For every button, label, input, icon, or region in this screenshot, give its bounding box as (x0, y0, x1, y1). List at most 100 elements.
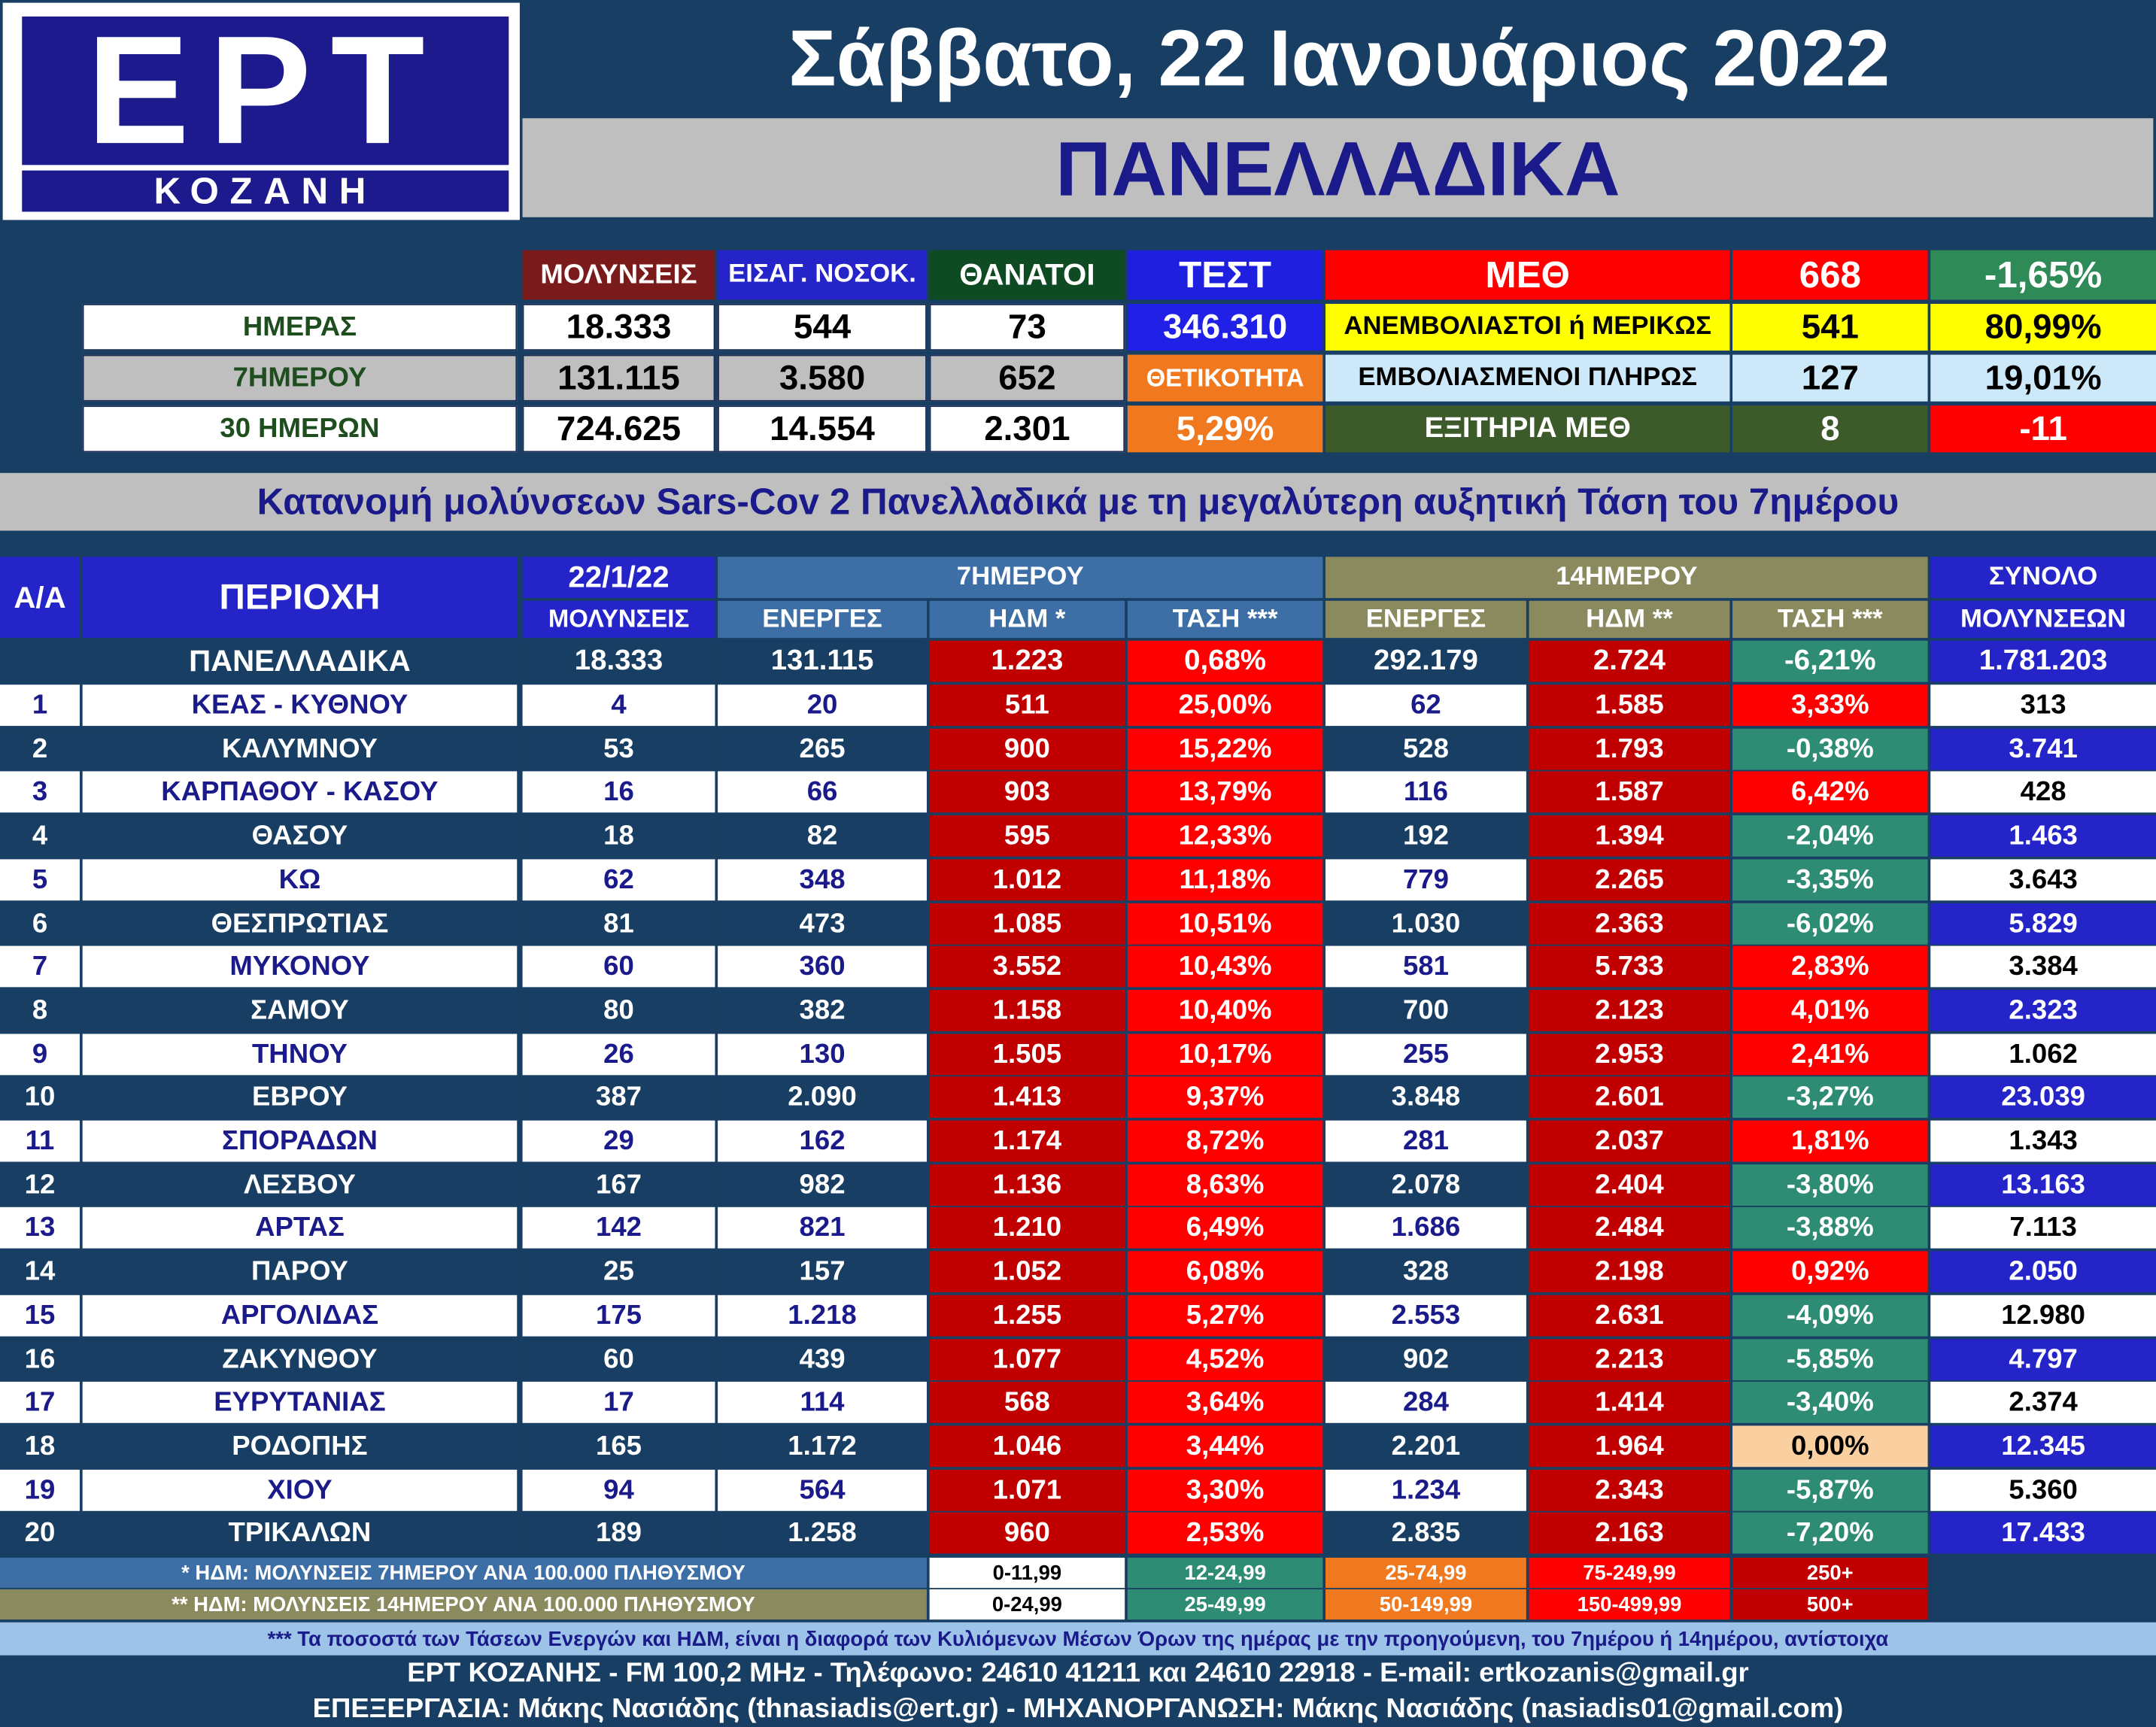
cell-hdm14: 1.587 (1529, 771, 1730, 813)
national-trend14: -6,21% (1732, 640, 1928, 682)
cell-infections: 81 (522, 903, 715, 945)
cell-active14: 1.234 (1325, 1469, 1526, 1511)
col-header-hdm14: ΗΔΜ ** (1529, 600, 1730, 639)
cell-hdm7: 1.210 (929, 1206, 1125, 1249)
icu-change-value: -1,65% (1930, 250, 2156, 300)
cell-trend7: 5,27% (1127, 1294, 1323, 1337)
col-header-active14: ΕΝΕΡΓΕΣ (1325, 600, 1526, 639)
cell-area: ΡΟΔΟΠΗΣ (82, 1425, 518, 1467)
cell-total: 2.374 (1930, 1381, 2156, 1423)
cell-active7: 382 (718, 990, 927, 1031)
cell-active7: 564 (718, 1469, 927, 1511)
national-aa-cell (0, 640, 80, 682)
credits-line: ΕΠΕΞΕΡΓΑΣΙΑ: Μάκης Νασιάδης (thnasiadis@… (312, 1692, 1844, 1724)
cell-trend14: -3,35% (1732, 859, 1928, 901)
col-header-hdm7: ΗΔΜ * (929, 600, 1125, 639)
report-date: Σάββατο, 22 Ιανουάριος 2022 (788, 13, 1890, 103)
cell-hdm14: 2.404 (1529, 1164, 1730, 1206)
cell-hdm7: 1.052 (929, 1251, 1125, 1293)
legend-range: 150-499,99 (1529, 1589, 1730, 1620)
cell-active14: 528 (1325, 728, 1526, 770)
cell-area: ΤΗΝΟΥ (82, 1033, 518, 1076)
cell-total: 3.643 (1930, 859, 2156, 901)
cell-hdm14: 2.123 (1529, 990, 1730, 1031)
cell-hdm14: 2.484 (1529, 1206, 1730, 1249)
cell-aa: 14 (0, 1251, 80, 1293)
col-group-7day: 7ΗΜΕΡΟΥ (718, 557, 1323, 599)
cell-infections: 17 (522, 1381, 715, 1423)
cell-trend7: 6,08% (1127, 1251, 1323, 1293)
cell-infections: 29 (522, 1120, 715, 1162)
cell-infections: 60 (522, 945, 715, 988)
cell-trend14: -3,88% (1732, 1206, 1928, 1249)
cell-trend7: 11,18% (1127, 859, 1323, 901)
icu-row-pct: -11 (1930, 405, 2156, 453)
cell-infections: 60 (522, 1339, 715, 1381)
col-header-area: ΠΕΡΙΟΧΗ (82, 557, 518, 639)
cell-active7: 162 (718, 1120, 927, 1162)
cell-area: ΜΥΚΟΝΟΥ (82, 945, 518, 988)
cell-hdm14: 2.601 (1529, 1076, 1730, 1118)
cell-hdm7: 1.077 (929, 1339, 1125, 1381)
summary-row-label: 30 ΗΜΕΡΩΝ (82, 405, 518, 453)
national-area: ΠΑΝΕΛΛΑΔΙΚΑ (82, 640, 518, 682)
cell-hdm14: 2.265 (1529, 859, 1730, 901)
cell-hdm14: 5.733 (1529, 945, 1730, 988)
national-trend7: 0,68% (1127, 640, 1323, 682)
cell-active14: 779 (1325, 859, 1526, 901)
cell-active7: 66 (718, 771, 927, 813)
ert-logo: ΕΡΤ ΚΟΖΑΝΗ (2, 2, 520, 220)
cell-area: ΚΑΡΠΑΘΟΥ - ΚΑΣΟΥ (82, 771, 518, 813)
cell-total: 3.384 (1930, 945, 2156, 988)
cell-active14: 902 (1325, 1339, 1526, 1381)
cell-aa: 11 (0, 1120, 80, 1162)
cell-aa: 10 (0, 1076, 80, 1118)
cell-total: 5.829 (1930, 903, 2156, 945)
legend-range: 0-24,99 (929, 1589, 1125, 1620)
cell-trend14: -0,38% (1732, 728, 1928, 770)
cell-total: 12.345 (1930, 1425, 2156, 1467)
col-header-total1: ΣΥΝΟΛΟ (1930, 557, 2156, 599)
cell-trend14: 6,42% (1732, 771, 1928, 813)
cell-hdm7: 1.255 (929, 1294, 1125, 1337)
cell-infections: 53 (522, 728, 715, 770)
summary-header-tests: ΤΕΣΤ (1127, 250, 1323, 300)
col-header-infections: ΜΟΛΥΝΣΕΙΣ (522, 600, 715, 639)
icu-row-label: ΕΜΒΟΛΙΑΣΜΕΝΟΙ ΠΛΗΡΩΣ (1325, 354, 1730, 402)
national-active14: 292.179 (1325, 640, 1526, 682)
cell-aa: 5 (0, 859, 80, 901)
cell-active7: 439 (718, 1339, 927, 1381)
cell-active14: 116 (1325, 771, 1526, 813)
positivity-label: ΘΕΤΙΚΟΤΗΤΑ (1127, 354, 1323, 402)
cell-trend7: 3,64% (1127, 1381, 1323, 1423)
cell-hdm7: 1.505 (929, 1033, 1125, 1076)
cell-hdm14: 1.793 (1529, 728, 1730, 770)
cell-trend7: 9,37% (1127, 1076, 1323, 1118)
legend-range: 50-149,99 (1325, 1589, 1526, 1620)
cell-infections: 25 (522, 1251, 715, 1293)
cell-hdm14: 2.631 (1529, 1294, 1730, 1337)
cell-trend7: 12,33% (1127, 815, 1323, 857)
summary-header-icu: ΜΕΘ (1325, 250, 1730, 300)
cell-total: 12.980 (1930, 1294, 2156, 1337)
cell-hdm14: 2.363 (1529, 903, 1730, 945)
cell-active7: 1.258 (718, 1512, 927, 1554)
cell-active7: 2.090 (718, 1076, 927, 1118)
national-total: 1.781.203 (1930, 640, 2156, 682)
region-title: ΠΑΝΕΛΛΑΔΙΚΑ (522, 118, 2154, 217)
cell-aa: 3 (0, 771, 80, 813)
cell-aa: 9 (0, 1033, 80, 1076)
cell-hdm7: 568 (929, 1381, 1125, 1423)
footnote: *** Τα ποσοστά των Τάσεων Ενεργών και ΗΔ… (0, 1622, 2156, 1656)
cell-trend7: 10,17% (1127, 1033, 1323, 1076)
cell-trend14: -3,27% (1732, 1076, 1928, 1118)
cell-hdm7: 903 (929, 771, 1125, 813)
cell-aa: 13 (0, 1206, 80, 1249)
cell-area: ΣΠΟΡΑΔΩΝ (82, 1120, 518, 1162)
cell-infections: 142 (522, 1206, 715, 1249)
cell-trend7: 8,63% (1127, 1164, 1323, 1206)
cell-trend14: -5,87% (1732, 1469, 1928, 1511)
cell-active14: 281 (1325, 1120, 1526, 1162)
cell-hdm14: 1.585 (1529, 684, 1730, 727)
